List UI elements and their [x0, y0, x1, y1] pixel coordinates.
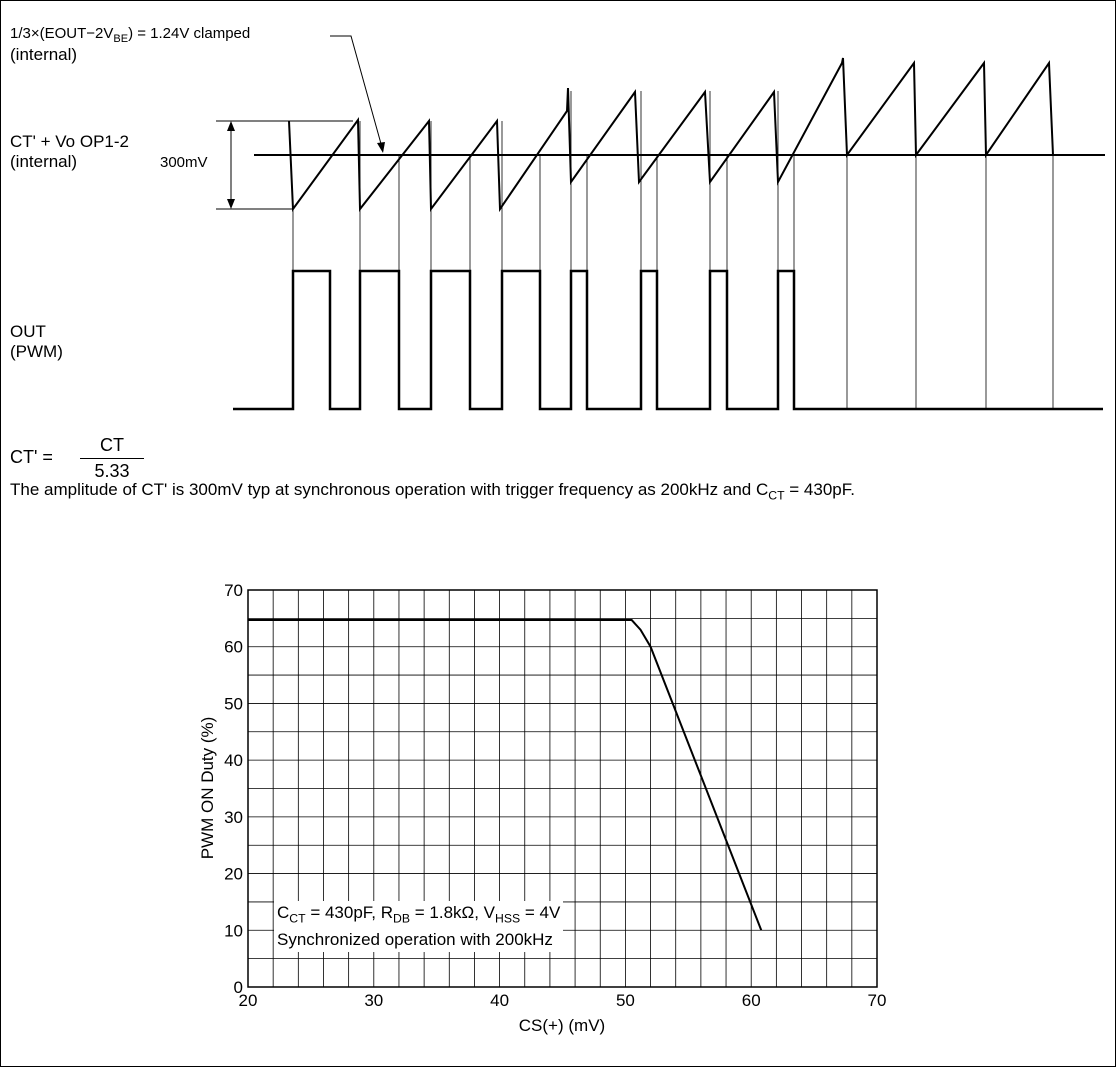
chart-y-tick-label: 50: [224, 694, 243, 713]
clamp-label-internal: (internal): [10, 45, 77, 64]
note-subscript: CT: [768, 488, 785, 503]
amplitude-label: 300mV: [160, 154, 208, 171]
chart-x-tick-label: 50: [616, 991, 635, 1010]
note-tail: = 430pF.: [784, 480, 855, 499]
chart-y-tick-label: 0: [234, 978, 243, 997]
formula-fraction: CT 5.33: [80, 435, 144, 482]
out-label-line2: (PWM): [10, 342, 63, 361]
chart-series-line: [248, 619, 763, 931]
chart-y-tick-label: 10: [224, 921, 243, 940]
chart-plot-area: [247, 589, 878, 988]
timing-guides: [292, 91, 1054, 409]
chart-x-tick-label: 60: [742, 991, 761, 1010]
chart-annotation-line2: Synchronized operation with 200kHz: [277, 930, 553, 950]
clamp-label: 1/3×(EOUT−2VBE) = 1.24V clamped: [10, 25, 250, 45]
amplitude-arrow-down: [227, 199, 235, 209]
pwm-output-waveform: [233, 269, 1103, 411]
chart-y-tick-label: 70: [224, 581, 243, 600]
chart-x-tick-label: 70: [868, 991, 887, 1010]
sawtooth-waveform: [288, 57, 1054, 213]
chart-annotation: CCT = 430pF, RDB = 1.8kΩ, VHSS = 4V Sync…: [274, 901, 564, 953]
out-label-line1: OUT: [10, 322, 46, 341]
formula-lhs: CT' =: [10, 447, 53, 467]
chart-y-tick-label: 60: [224, 638, 243, 657]
chart-x-tick-label: 40: [490, 991, 509, 1010]
chart-x-tick-label: 30: [364, 991, 383, 1010]
chart-x-tick-label: 20: [239, 991, 258, 1010]
formula-denominator: 5.33: [94, 461, 130, 481]
chart-y-tick-label: 30: [224, 808, 243, 827]
amplitude-arrow-up: [227, 121, 235, 131]
chart-tick-labels: 20 30 40 50 60 70 0 10 20 30 40 50 60 70: [224, 581, 886, 1010]
formula-numerator: CT: [80, 435, 144, 459]
chart-y-tick-label: 20: [224, 865, 243, 884]
ct-label-line2: (internal): [10, 152, 77, 171]
chart-y-axis-label: PWM ON Duty (%): [198, 717, 217, 860]
clamp-leader-line: [330, 35, 384, 152]
amplitude-note: The amplitude of CT' is 300mV typ at syn…: [10, 480, 855, 502]
chart-x-axis-label: CS(+) (mV): [519, 1016, 605, 1035]
chart-annotation-line1: CCT = 430pF, RDB = 1.8kΩ, VHSS = 4V: [277, 903, 561, 926]
note-text: The amplitude of CT' is 300mV typ at syn…: [10, 480, 769, 499]
ct-label-line1: CT' + Vo OP1-2: [10, 132, 129, 151]
chart-y-tick-label: 40: [224, 751, 243, 770]
clamp-arrowhead: [377, 142, 385, 153]
